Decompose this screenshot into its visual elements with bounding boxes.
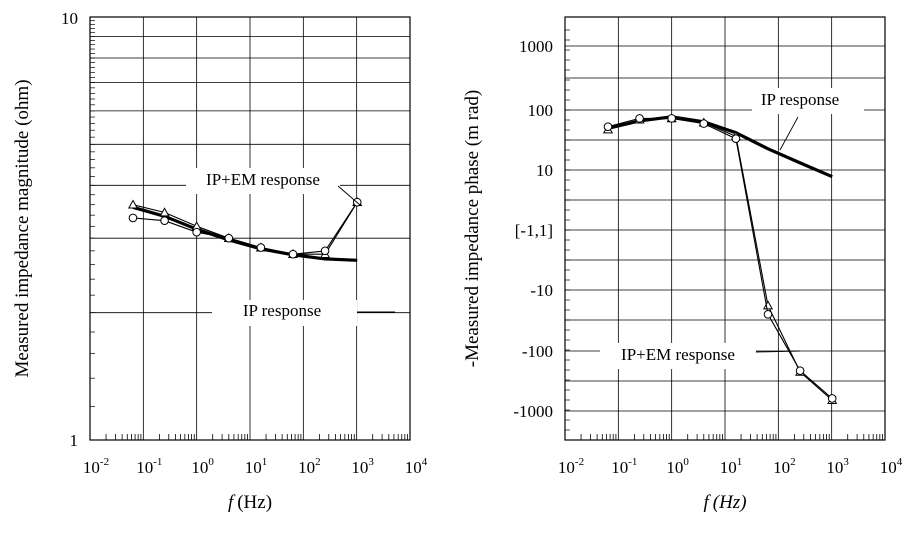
y-tick-label: 10: [61, 9, 78, 28]
y-tick-label: -100: [522, 342, 553, 361]
circle-marker: [731, 134, 741, 143]
y-tick-label: 1000: [519, 37, 553, 56]
x-tick-label: 104: [880, 456, 903, 477]
triangle-marker: [127, 199, 139, 209]
series-line-circles: [132, 201, 358, 255]
annotation-label: IP+EM response: [206, 170, 320, 189]
y-tick-label: 1: [70, 431, 79, 450]
circle-marker: [256, 243, 266, 252]
x-tick-label: 10-1: [136, 456, 162, 477]
x-tick-label: 103: [826, 456, 849, 477]
y-tick-label: -1000: [513, 402, 553, 421]
annotation-leader: [755, 350, 801, 353]
x-tick-label: 102: [773, 456, 796, 477]
x-tick-label: 102: [298, 456, 321, 477]
circle-marker: [699, 119, 709, 128]
circle-marker: [160, 216, 169, 225]
y-tick-label: 100: [528, 101, 554, 120]
annotation-label: IP+EM response: [621, 345, 735, 364]
y-tick-label: [-1,1]: [515, 221, 553, 240]
circle-marker: [128, 213, 138, 223]
annotation-leader: [779, 116, 799, 151]
circle-marker: [763, 309, 773, 319]
x-tick-label: 101: [720, 456, 743, 477]
x-tick-label: 10-2: [83, 456, 109, 477]
y-axis-label: -Measured impedance phase (m rad): [462, 90, 483, 368]
x-tick-label: 100: [666, 456, 689, 477]
y-axis-label: Measured impedance magnitude (ohm): [12, 79, 33, 377]
circle-marker: [224, 233, 234, 243]
panel-phase: 10-2 10-1 100 101 102 103 104 1000 100 10 [-1,1] -1…: [462, 16, 903, 513]
annotation-background: [752, 88, 864, 114]
annotation-leader: [337, 185, 361, 206]
annotation-background: [186, 168, 340, 194]
x-axis-label: f (Hz): [228, 492, 272, 513]
annotation-label: IP response: [761, 90, 839, 109]
plot-frame: [564, 16, 886, 441]
y-tick-label: 10: [536, 161, 553, 180]
annotation-label: IP response: [243, 301, 321, 320]
annotation-background: [212, 300, 357, 326]
x-tick-label: 103: [351, 456, 374, 477]
circle-marker: [288, 249, 298, 259]
series-line-circles: [607, 117, 833, 399]
x-tick-label: 10-2: [558, 456, 584, 477]
y-tick-label: -10: [530, 281, 553, 300]
x-axis-label: f (Hz): [703, 492, 746, 513]
circle-marker: [320, 246, 330, 256]
x-tick-label: 100: [191, 456, 214, 477]
circle-marker: [795, 366, 805, 375]
circle-marker: [635, 114, 644, 123]
x-tick-label: 104: [405, 456, 428, 477]
x-tick-label: 10-1: [611, 456, 637, 477]
triangle-marker: [159, 207, 170, 217]
circle-marker: [603, 122, 613, 131]
series-line-thick: [607, 115, 833, 179]
circle-marker: [192, 227, 201, 237]
triangle-marker: [762, 300, 774, 310]
plot-frame: [89, 16, 411, 441]
circle-marker: [667, 114, 676, 123]
circle-marker: [827, 394, 837, 403]
x-tick-label: 101: [245, 456, 268, 477]
annotation-background: [600, 343, 756, 369]
series-line-triangles: [132, 201, 358, 255]
series-line-thick: [132, 205, 358, 262]
